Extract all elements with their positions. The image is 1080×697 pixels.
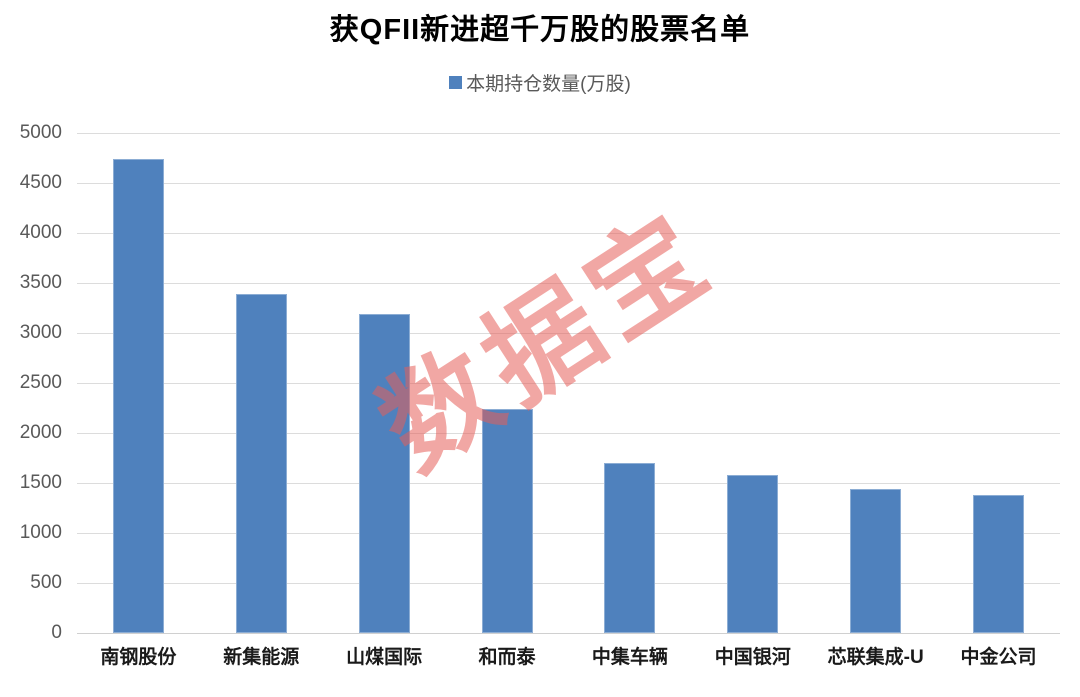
bar-新集能源 [235,294,287,633]
gridline-2500 [77,383,1060,384]
x-axis-category-label: 中国银河 [714,647,791,668]
gridline-1000 [77,533,1060,534]
y-axis-tick-label: 2000 [19,422,62,443]
bar-山煤国际 [358,314,410,633]
gridline-500 [77,583,1060,584]
x-axis-category-label: 中金公司 [960,647,1037,668]
y-axis-tick-label: 1500 [19,472,62,493]
y-axis-tick-label: 3500 [19,272,62,293]
chart-title: 获QFII新进超千万股的股票名单 [329,14,751,46]
y-axis-tick-label: 4000 [19,222,62,243]
gridline-2000 [77,433,1060,434]
legend-marker-icon [449,75,463,89]
x-axis-category-label: 中集车辆 [591,647,668,668]
plot-area [77,133,1060,634]
x-axis-category-label: 南钢股份 [100,647,177,668]
gridline-3500 [77,283,1060,284]
x-axis-category-label: 和而泰 [478,647,536,668]
y-axis-tick-label: 5000 [19,122,62,143]
y-axis-tick-label: 4500 [19,172,62,193]
legend: 本期持仓数量(万股) [0,70,1080,95]
gridline-0 [77,633,1060,634]
gridline-1500 [77,483,1060,484]
bar-中集车辆 [604,463,656,633]
bar-和而泰 [481,409,533,633]
gridline-4500 [77,183,1060,184]
bar-中国银河 [727,475,779,633]
y-axis-tick-label: 0 [51,622,62,643]
y-axis-tick-label: 3000 [19,322,62,343]
gridline-5000 [77,133,1060,134]
bar-中金公司 [973,495,1025,633]
bar-芯联集成-U [850,489,902,633]
x-axis-category-label: 新集能源 [223,647,300,668]
y-axis-tick-label: 500 [30,572,62,593]
x-axis-category-label: 山煤国际 [346,647,423,668]
y-axis-tick-label: 1000 [19,522,62,543]
x-axis-category-label: 芯联集成-U [827,647,924,668]
legend-label: 本期持仓数量(万股) [466,73,631,95]
gridline-3000 [77,333,1060,334]
y-axis-tick-label: 2500 [19,372,62,393]
bar-南钢股份 [112,159,164,633]
gridline-4000 [77,233,1060,234]
